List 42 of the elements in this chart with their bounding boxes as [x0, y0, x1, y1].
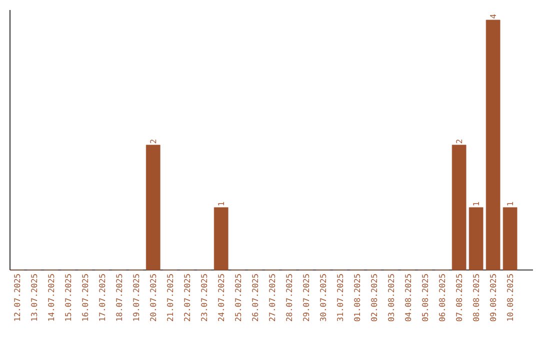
x-tick-label: 13.07.2025 — [31, 274, 38, 321]
x-tick-label: 03.08.2025 — [388, 274, 394, 322]
x-tick-label: 14.07.2025 — [48, 274, 54, 321]
bar — [452, 144, 466, 270]
data-label: 1 — [473, 202, 479, 206]
x-tick-label: 16.07.2025 — [82, 274, 88, 321]
bar — [502, 207, 518, 270]
x-tick-label: 01.08.2025 — [354, 274, 360, 322]
x-tick-label: 04.08.2025 — [405, 274, 412, 322]
x-tick-label: 18.07.2025 — [116, 274, 122, 321]
data-label: 1 — [507, 202, 513, 206]
data-label: 4 — [490, 14, 496, 18]
x-tick-label: 20.07.2025 — [150, 274, 156, 322]
x-tick-label: 27.07.2025 — [269, 274, 276, 322]
x-tick-label: 29.07.2025 — [303, 274, 310, 322]
x-tick-label: 02.08.2025 — [371, 274, 378, 322]
x-tick-label: 17.07.2025 — [99, 274, 106, 321]
data-label: 2 — [456, 140, 462, 144]
x-tick-label: 23.07.2025 — [201, 274, 208, 322]
x-tick-label: 22.07.2025 — [184, 274, 190, 322]
x-tick-label: 15.07.2025 — [65, 274, 72, 321]
x-tick-label: 21.07.2025 — [167, 274, 174, 322]
x-tick-label: 31.07.2025 — [337, 274, 344, 322]
x-tick-label: 07.08.2025 — [456, 274, 462, 322]
x-tick-label: 25.07.2025 — [235, 274, 242, 322]
bar — [486, 20, 500, 270]
data-label: 1 — [218, 202, 224, 206]
data-label: 2 — [150, 140, 156, 144]
x-tick-label: 06.08.2025 — [439, 274, 446, 322]
x-tick-label: 05.08.2025 — [422, 274, 428, 322]
bar — [468, 207, 484, 270]
x-tick-label: 26.07.2025 — [252, 274, 258, 322]
x-tick-label: 28.07.2025 — [286, 274, 292, 322]
bar — [214, 207, 228, 270]
x-tick-label: 09.08.2025 — [490, 274, 496, 322]
x-tick-label: 30.07.2025 — [320, 274, 326, 322]
x-tick-label: 24.07.2025 — [218, 274, 224, 322]
x-tick-label: 08.08.2025 — [473, 274, 480, 322]
x-tick-label: 10.08.2025 — [507, 274, 514, 321]
x-tick-label: 19.07.2025 — [133, 274, 140, 321]
bar — [146, 144, 160, 270]
x-tick-label: 12.07.2025 — [14, 274, 20, 321]
